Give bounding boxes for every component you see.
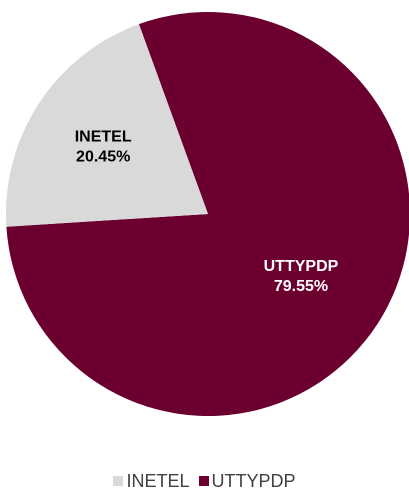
slice-value-inetel: 20.45% (76, 148, 130, 165)
legend-label-inetel: INETEL (126, 470, 190, 491)
legend-swatch-uttypdp (198, 476, 209, 486)
legend-item-inetel: INETEL (113, 470, 190, 492)
pie-slice-inetel (5, 24, 208, 227)
slice-value-uttypdp: 79.55% (274, 278, 328, 295)
slice-label-inetel: INETEL (75, 128, 132, 145)
pie-slice-uttypdp (6, 12, 409, 416)
legend-swatch-inetel (113, 476, 124, 486)
chart-legend: INETEL UTTYPDP (0, 470, 409, 492)
legend-label-uttypdp: UTTYPDP (211, 470, 296, 491)
slice-label-uttypdp: UTTYPDP (264, 258, 339, 275)
legend-item-uttypdp: UTTYPDP (198, 470, 296, 492)
